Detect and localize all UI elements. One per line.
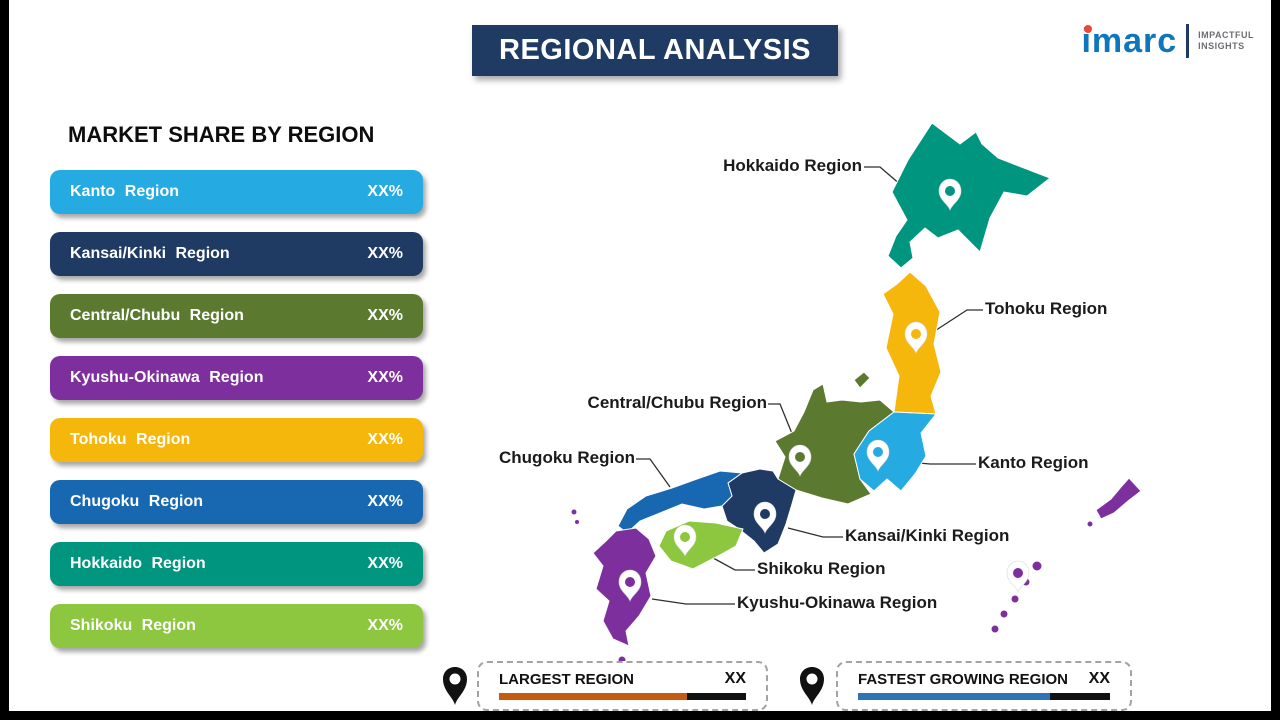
- frame-bottom: [0, 711, 1280, 720]
- largest-region-label: LARGEST REGION: [499, 670, 635, 688]
- largest-region-bar: [499, 693, 746, 700]
- market-share-bar-kyushu-okinawa: Kyushu-Okinawa Region XX%: [50, 356, 423, 400]
- largest-region-value: XX: [724, 670, 746, 687]
- fastest-growing-bar-colored: [858, 693, 1050, 700]
- map-pin-hokkaido: [938, 178, 962, 211]
- bar-value: XX%: [367, 307, 403, 324]
- logo-tagline: IMPACTFUL INSIGHTS: [1198, 30, 1254, 53]
- leader-chugoku: [636, 458, 671, 488]
- bar-label: Tohoku Region: [70, 431, 191, 448]
- leader-tohoku: [923, 309, 983, 339]
- map-pin-okinawa: [1006, 560, 1030, 593]
- market-share-bar-shikoku: Shikoku Region XX%: [50, 604, 423, 648]
- fastest-growing-bar: [858, 693, 1110, 700]
- map-label-kyushu-okinawa: Kyushu-Okinawa Region: [737, 593, 938, 612]
- map-pin-chubu: [788, 444, 812, 477]
- frame-right: [1271, 0, 1280, 720]
- map-label-kansai: Kansai/Kinki Region: [845, 526, 1010, 545]
- bar-label: Kanto Region: [70, 183, 179, 200]
- map-pin-kyushu: [618, 569, 642, 602]
- fastest-growing-bar-black: [1049, 693, 1110, 700]
- bar-label: Kyushu-Okinawa Region: [70, 369, 264, 386]
- bar-value: XX%: [367, 245, 403, 262]
- imarc-logo: imarc IMPACTFUL INSIGHTS: [1081, 24, 1254, 58]
- map-pin-shikoku: [673, 524, 697, 557]
- bar-value: XX%: [367, 431, 403, 448]
- map-label-chubu: Central/Chubu Region: [587, 393, 767, 412]
- logo-divider: [1186, 24, 1190, 58]
- map-label-tohoku: Tohoku Region: [985, 299, 1108, 318]
- page-title: REGIONAL ANALYSIS: [472, 25, 838, 76]
- bar-value: XX%: [367, 369, 403, 386]
- market-share-heading: MARKET SHARE BY REGION: [68, 122, 375, 147]
- logo-tagline-line1: IMPACTFUL: [1198, 29, 1254, 40]
- region-kanto: [853, 411, 937, 492]
- bar-label: Chugoku Region: [70, 493, 203, 510]
- map-label-kanto: Kanto Region: [978, 453, 1089, 472]
- island-tsushima-2: [574, 519, 580, 525]
- bar-value: XX%: [367, 555, 403, 572]
- leader-kyushu-okinawa: [651, 598, 735, 605]
- island-okinawa-3: [1010, 594, 1020, 604]
- map-label-hokkaido: Hokkaido Region: [723, 156, 862, 175]
- market-share-bar-hokkaido: Hokkaido Region XX%: [50, 542, 423, 586]
- fastest-growing-legend: FASTEST GROWING REGION XX: [836, 661, 1132, 711]
- bar-label: Central/Chubu Region: [70, 307, 244, 324]
- map-pin-kansai: [753, 501, 777, 534]
- island-okinawa-4: [999, 609, 1009, 619]
- leader-shikoku: [703, 552, 755, 571]
- imarc-brand-text: imarc: [1081, 22, 1178, 60]
- island-okinawa-1: [1031, 560, 1043, 572]
- fastest-growing-label: FASTEST GROWING REGION: [858, 670, 1069, 688]
- leader-chubu: [768, 403, 794, 437]
- bar-label: Shikoku Region: [70, 617, 196, 634]
- largest-region-pin-icon: [443, 667, 467, 705]
- map-pin-kanto: [866, 439, 890, 472]
- island-tsushima-1: [570, 508, 578, 516]
- bar-value: XX%: [367, 183, 403, 200]
- leader-kansai: [787, 527, 843, 538]
- market-share-list: Kanto Region XX% Kansai/Kinki Region XX%…: [50, 170, 423, 666]
- region-chubu: [774, 383, 895, 505]
- market-share-bar-chugoku: Chugoku Region XX%: [50, 480, 423, 524]
- region-hokkaido: [887, 122, 1052, 269]
- imarc-logo-dot: [1084, 25, 1093, 33]
- market-share-bar-tohoku: Tohoku Region XX%: [50, 418, 423, 462]
- logo-tagline-line2: INSIGHTS: [1198, 41, 1245, 51]
- map-pin-tohoku: [904, 321, 928, 354]
- japan-map-svg: [570, 122, 1142, 678]
- bar-value: XX%: [367, 493, 403, 510]
- map-label-chugoku: Chugoku Region: [499, 448, 635, 467]
- island-amami: [1095, 477, 1142, 520]
- market-share-bar-kanto: Kanto Region XX%: [50, 170, 423, 214]
- bar-label: Hokkaido Region: [70, 555, 206, 572]
- fastest-growing-value: XX: [1088, 670, 1110, 687]
- region-shikoku: [658, 520, 744, 570]
- largest-region-bar-black: [686, 693, 746, 700]
- japan-map: Hokkaido Region Tohoku Region Central/Ch…: [499, 100, 1150, 680]
- island-okinawa-5: [990, 624, 1000, 634]
- island-sado: [853, 371, 871, 389]
- bar-value: XX%: [367, 617, 403, 634]
- fastest-growing-pin-icon: [800, 667, 824, 705]
- map-label-shikoku: Shikoku Region: [757, 559, 886, 578]
- region-chugoku: [617, 470, 744, 534]
- island-amami-2: [1086, 520, 1094, 528]
- market-share-bar-kansai: Kansai/Kinki Region XX%: [50, 232, 423, 276]
- bar-label: Kansai/Kinki Region: [70, 245, 230, 262]
- market-share-bar-chubu: Central/Chubu Region XX%: [50, 294, 423, 338]
- largest-region-bar-colored: [499, 693, 687, 700]
- largest-region-legend: LARGEST REGION XX: [477, 661, 768, 711]
- frame-left: [0, 0, 9, 720]
- imarc-logo-text: imarc: [1081, 24, 1177, 58]
